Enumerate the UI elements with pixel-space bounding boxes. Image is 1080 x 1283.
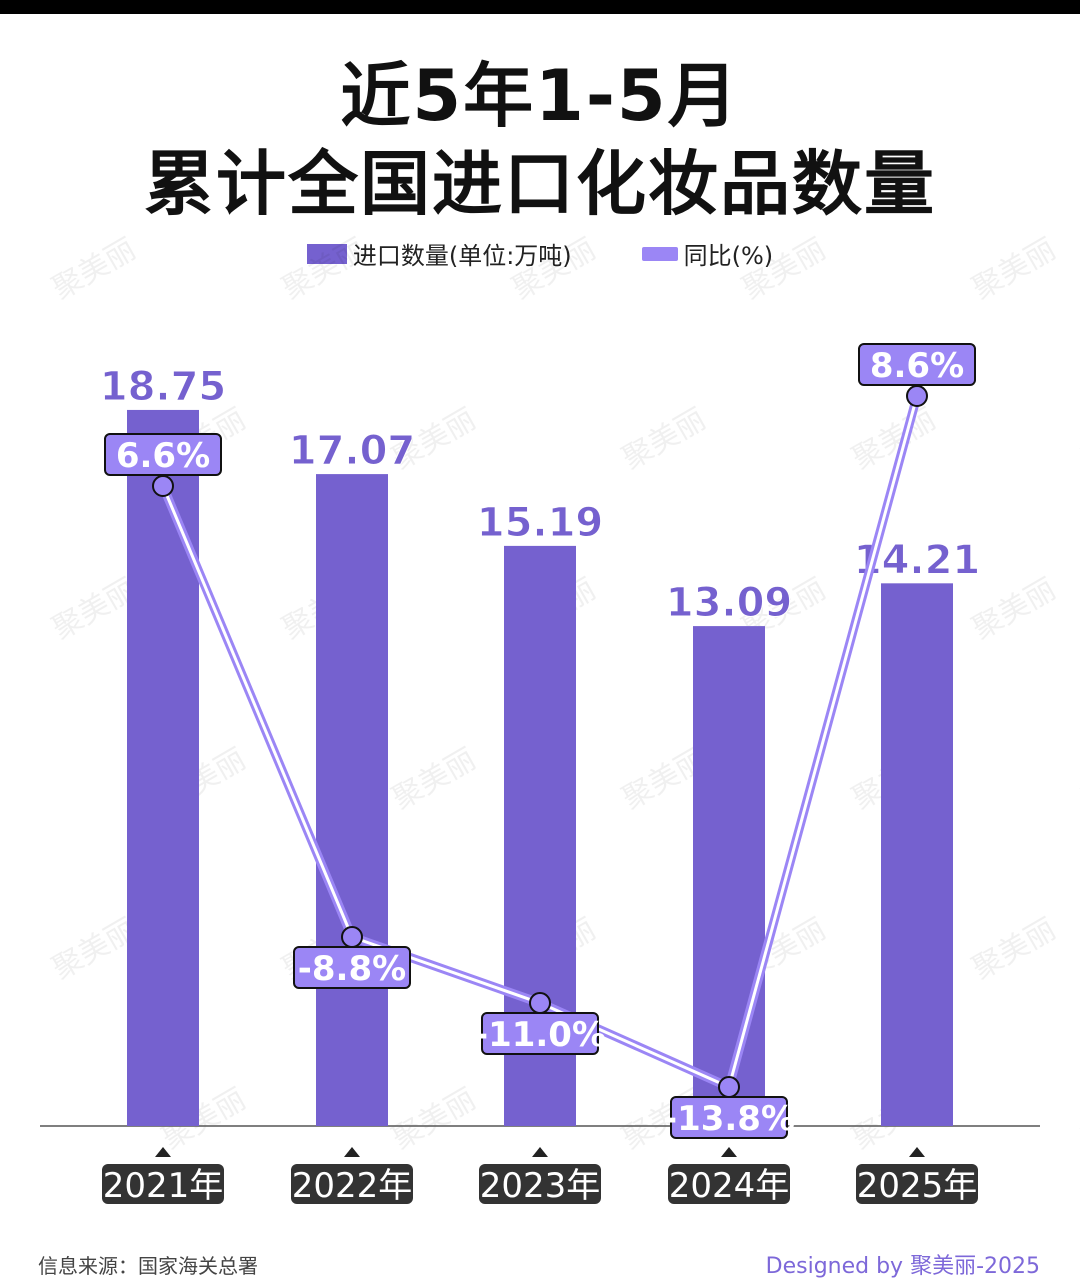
x-tick-label: 2021年 — [103, 1166, 224, 1206]
legend-bar-label: 进口数量(单位:万吨) — [352, 242, 572, 270]
watermark: 聚美丽 — [967, 232, 1062, 307]
year-label-box — [291, 1164, 413, 1204]
bar-value-label: 18.75 — [100, 364, 227, 410]
line-point — [718, 1076, 740, 1098]
line-point — [529, 992, 551, 1014]
legend-item-line: 同比(%) — [641, 236, 774, 271]
bar-value-label: 15.19 — [477, 500, 604, 546]
axis-tick-marker — [909, 1147, 925, 1157]
year-label-box — [479, 1164, 601, 1204]
year-label-box — [102, 1164, 224, 1204]
watermark: 聚美丽 — [1077, 742, 1080, 817]
watermark: 聚美丽 — [617, 402, 712, 477]
x-tick-label: 2022年 — [292, 1166, 413, 1206]
line-value-label: -11.0% — [474, 1015, 606, 1055]
bar — [316, 474, 388, 1127]
watermark: 聚美丽 — [967, 912, 1062, 987]
legend-bar-swatch — [306, 243, 347, 264]
watermark: 聚美丽 — [277, 232, 372, 307]
legend-line-label: 同比(%) — [683, 242, 774, 270]
watermark: 聚美丽 — [967, 572, 1062, 647]
x-tick-label: 2023年 — [480, 1166, 601, 1206]
line-point — [152, 475, 174, 497]
line-point — [341, 926, 363, 948]
axis-tick-marker — [532, 1147, 548, 1157]
watermark: 聚美丽 — [47, 232, 142, 307]
watermark: 聚美丽 — [1077, 402, 1080, 477]
bar — [693, 626, 765, 1126]
axis-tick-marker — [344, 1147, 360, 1157]
legend-item-bar: 进口数量(单位:万吨) — [306, 236, 572, 271]
watermark: 聚美丽 — [507, 232, 602, 307]
x-tick-label: 2025年 — [857, 1166, 978, 1206]
designer-credit: Designed by 聚美丽-2025 — [765, 1254, 1040, 1279]
source-note: 信息来源：国家海关总署 — [38, 1254, 258, 1278]
legend: 进口数量(单位:万吨) 同比(%) — [0, 236, 1080, 271]
line-value-label: 8.6% — [870, 346, 964, 386]
top-bar — [0, 0, 1080, 14]
line-value-label: -8.8% — [298, 949, 406, 989]
line-point — [906, 385, 928, 407]
axis-tick-marker — [155, 1147, 171, 1157]
bar — [127, 409, 199, 1126]
bar-value-label: 13.09 — [666, 580, 793, 626]
watermark: 聚美丽 — [1077, 1082, 1080, 1157]
line-value-label: -13.8% — [663, 1099, 795, 1139]
line-value-label: 6.6% — [116, 436, 210, 476]
year-label-box — [668, 1164, 790, 1204]
legend-line-swatch — [641, 246, 678, 261]
watermark: 聚美丽 — [737, 232, 832, 307]
bar — [881, 583, 953, 1126]
title-line-2: 累计全国进口化妆品数量 — [144, 143, 936, 225]
title-line-1: 近5年1-5月 — [340, 55, 740, 137]
watermark: 聚美丽 — [387, 742, 482, 817]
axis-tick-marker — [721, 1147, 737, 1157]
bar-value-label: 17.07 — [289, 428, 416, 474]
year-label-box — [856, 1164, 978, 1204]
watermark: 聚美丽 — [387, 1082, 482, 1157]
x-tick-label: 2024年 — [669, 1166, 790, 1206]
